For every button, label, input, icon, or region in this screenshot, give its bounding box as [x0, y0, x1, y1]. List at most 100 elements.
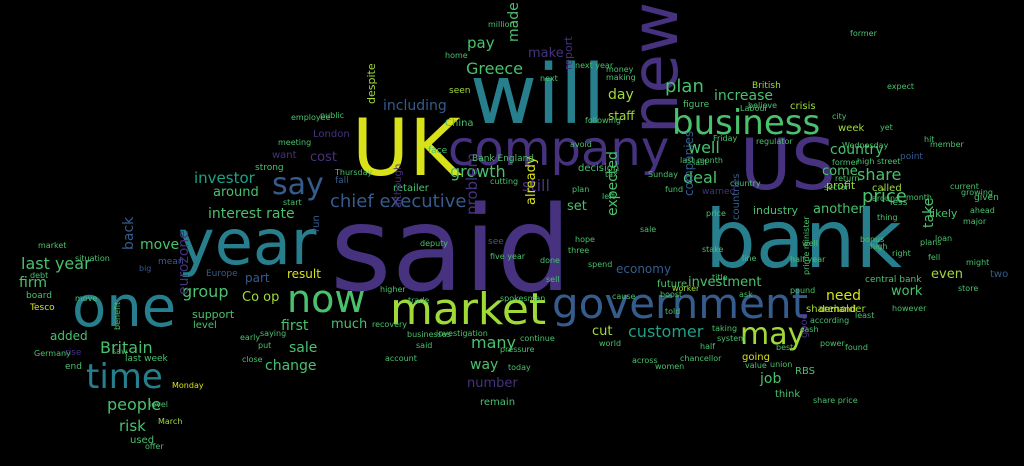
cloud-word: right	[892, 249, 911, 258]
cloud-word: Germany	[34, 349, 71, 358]
cloud-word: best	[776, 343, 794, 352]
cloud-word: given	[974, 193, 999, 203]
cloud-word: half year	[790, 255, 826, 264]
cloud-word: saying	[260, 329, 287, 338]
cloud-word: decision	[578, 163, 620, 174]
cloud-word: early	[240, 333, 261, 342]
cloud-word: cause	[612, 292, 636, 301]
cloud-word: boost	[660, 290, 683, 299]
cloud-word: sector	[824, 183, 849, 192]
cloud-word: industry	[753, 204, 799, 217]
cloud-word: market	[390, 284, 547, 335]
cloud-word: two	[990, 269, 1009, 280]
cloud-word: around	[872, 194, 901, 203]
cloud-word: former	[832, 158, 859, 167]
cloud-word: major	[963, 217, 987, 226]
cloud-word: still	[522, 176, 550, 195]
cloud-word: likely	[929, 207, 958, 220]
cloud-word: remain	[480, 397, 516, 408]
cloud-word: many	[471, 333, 516, 352]
cloud-word: chancellor	[680, 354, 722, 363]
cloud-word: change	[265, 358, 317, 374]
cloud-word: well	[688, 138, 720, 157]
cloud-word: want	[272, 150, 297, 161]
cloud-word: expect	[887, 82, 915, 91]
cloud-word: need	[826, 288, 861, 304]
cloud-word: saw	[112, 347, 128, 356]
cloud-word: added	[50, 329, 88, 343]
cloud-word: according	[810, 316, 850, 325]
cloud-word: regulator	[756, 137, 793, 146]
cloud-word: level	[193, 320, 217, 331]
cloud-word: taking	[712, 324, 738, 333]
cloud-word: March	[158, 417, 183, 426]
cloud-word: fall	[335, 176, 349, 186]
cloud-word: thing	[877, 213, 898, 222]
cloud-word: worker	[672, 284, 700, 293]
cloud-word: trade	[408, 296, 430, 305]
cloud-word: put	[258, 341, 272, 350]
cloud-word: sale	[289, 340, 318, 356]
cloud-word: warned	[702, 187, 736, 197]
cloud-word: now	[287, 277, 366, 321]
cloud-word: Britain	[100, 338, 153, 357]
cloud-word: London	[313, 129, 350, 140]
cloud-word: UK	[352, 104, 461, 194]
cloud-word: last	[693, 158, 708, 167]
cloud-word: cost	[310, 150, 337, 165]
cloud-word: making	[606, 73, 636, 82]
cloud-word: fund	[665, 185, 684, 194]
cloud-word: stake	[702, 245, 724, 254]
cloud-word: government	[552, 279, 809, 328]
cloud-word: money	[606, 65, 634, 74]
cloud-word: spend	[588, 260, 613, 269]
cloud-word: Sunday	[648, 170, 678, 179]
cloud-word: investor	[194, 169, 255, 187]
cloud-word: next	[540, 74, 558, 83]
cloud-word: board	[26, 291, 52, 301]
cloud-word: level	[149, 400, 169, 409]
cloud-word: figure	[683, 100, 710, 110]
cloud-word: continue	[520, 334, 555, 343]
cloud-word: including	[383, 98, 447, 114]
cloud-word: investigation	[436, 329, 488, 338]
cloud-word: following	[585, 116, 621, 125]
cloud-word: company	[448, 121, 670, 177]
cloud-word: told	[665, 307, 681, 316]
cloud-word: less	[890, 198, 908, 208]
cloud-word: city	[832, 112, 847, 121]
cloud-word: plan	[665, 76, 704, 97]
cloud-word: deal	[683, 168, 718, 187]
cloud-word: home	[445, 51, 468, 60]
cloud-word: customer	[628, 322, 704, 341]
cloud-word: last year	[21, 254, 91, 273]
cloud-word: loan	[935, 234, 953, 243]
cloud-word: three	[568, 246, 590, 255]
cloud-word: month	[906, 193, 932, 202]
cloud-word: see	[488, 237, 504, 247]
cloud-word: shareholder	[806, 304, 866, 315]
cloud-word: rise	[65, 348, 82, 358]
cloud-word: central bank	[865, 275, 922, 285]
cloud-word: going	[742, 352, 770, 363]
cloud-word: ahead	[970, 206, 995, 215]
cloud-word: growth	[450, 162, 506, 181]
cloud-word: cash	[800, 325, 819, 334]
cloud-word: last month	[680, 156, 723, 165]
cloud-word: although	[393, 163, 404, 208]
cloud-word: Monday	[172, 381, 204, 390]
cloud-word: time	[86, 357, 163, 397]
cloud-word: higher	[380, 285, 406, 294]
cloud-word: seen	[449, 86, 471, 96]
cloud-word: least	[855, 311, 875, 320]
cloud-word: support	[192, 308, 235, 321]
cloud-word: plan	[572, 185, 590, 194]
cloud-word: used	[130, 435, 155, 446]
cloud-word: yet	[880, 123, 893, 132]
cloud-word: today	[508, 363, 531, 372]
cloud-word: make	[528, 46, 564, 61]
cloud-word: investment	[688, 275, 762, 290]
cloud-word: pressure	[500, 345, 535, 354]
cloud-word: meeting	[278, 138, 312, 147]
cloud-word: debt	[30, 271, 49, 280]
